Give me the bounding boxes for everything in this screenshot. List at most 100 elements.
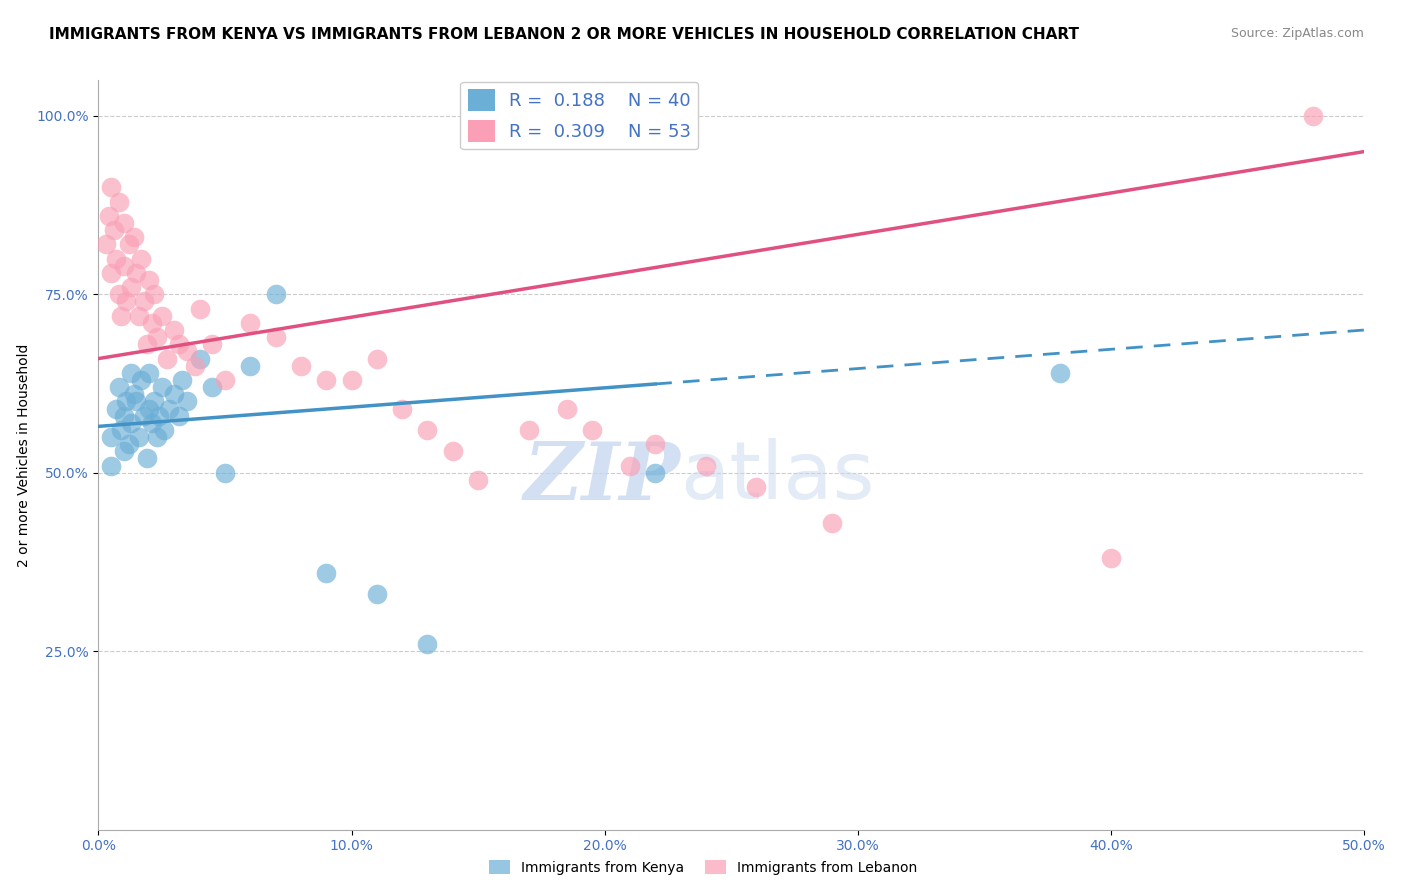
Point: [188, 301, 211, 316]
Point: [112, 216, 135, 230]
Point: [441, 444, 464, 458]
Point: [120, 416, 142, 430]
Point: [105, 401, 128, 416]
Point: [105, 252, 128, 266]
Point: [122, 230, 145, 244]
Point: [112, 259, 135, 273]
Point: [821, 516, 844, 530]
Point: [170, 373, 193, 387]
Point: [148, 409, 170, 423]
Point: [128, 309, 150, 323]
Point: [120, 366, 142, 380]
Point: [110, 423, 132, 437]
Point: [1049, 366, 1071, 380]
Point: [315, 566, 337, 580]
Point: [169, 409, 191, 423]
Point: [366, 351, 388, 366]
Point: [107, 380, 129, 394]
Point: [143, 287, 166, 301]
Point: [112, 444, 135, 458]
Point: [644, 466, 666, 480]
Point: [214, 466, 236, 480]
Point: [100, 458, 122, 473]
Point: [239, 316, 262, 330]
Point: [100, 266, 122, 280]
Point: [110, 309, 132, 323]
Point: [290, 359, 312, 373]
Point: [125, 266, 148, 280]
Point: [145, 430, 167, 444]
Point: [188, 351, 211, 366]
Point: [391, 401, 413, 416]
Point: [163, 323, 186, 337]
Legend: R =  0.188    N = 40, R =  0.309    N = 53: R = 0.188 N = 40, R = 0.309 N = 53: [460, 82, 699, 149]
Point: [125, 394, 148, 409]
Point: [132, 294, 155, 309]
Point: [141, 416, 163, 430]
Point: [214, 373, 236, 387]
Point: [100, 180, 122, 194]
Point: [619, 458, 641, 473]
Point: [157, 401, 180, 416]
Point: [131, 252, 153, 266]
Point: [176, 394, 198, 409]
Point: [264, 287, 287, 301]
Point: [169, 337, 191, 351]
Point: [145, 330, 167, 344]
Point: [183, 359, 205, 373]
Text: IMMIGRANTS FROM KENYA VS IMMIGRANTS FROM LEBANON 2 OR MORE VEHICLES IN HOUSEHOLD: IMMIGRANTS FROM KENYA VS IMMIGRANTS FROM…: [49, 27, 1080, 42]
Point: [150, 309, 173, 323]
Point: [97, 209, 120, 223]
Point: [118, 437, 141, 451]
Point: [695, 458, 717, 473]
Point: [128, 430, 150, 444]
Point: [1099, 551, 1122, 566]
Text: ZIP: ZIP: [523, 439, 681, 516]
Text: Source: ZipAtlas.com: Source: ZipAtlas.com: [1230, 27, 1364, 40]
Text: atlas: atlas: [681, 438, 875, 516]
Point: [581, 423, 603, 437]
Point: [745, 480, 768, 494]
Point: [115, 394, 138, 409]
Point: [132, 409, 155, 423]
Point: [555, 401, 578, 416]
Point: [416, 423, 439, 437]
Point: [107, 287, 129, 301]
Point: [366, 587, 388, 601]
Point: [138, 366, 160, 380]
Point: [107, 194, 129, 209]
Point: [103, 223, 125, 237]
Point: [517, 423, 540, 437]
Point: [1302, 109, 1324, 123]
Point: [141, 316, 163, 330]
Y-axis label: 2 or more Vehicles in Household: 2 or more Vehicles in Household: [17, 343, 31, 566]
Point: [135, 451, 157, 466]
Point: [163, 387, 186, 401]
Point: [143, 394, 166, 409]
Point: [239, 359, 262, 373]
Point: [644, 437, 666, 451]
Point: [120, 280, 142, 294]
Point: [201, 380, 224, 394]
Point: [153, 423, 176, 437]
Point: [100, 430, 122, 444]
Point: [201, 337, 224, 351]
Point: [315, 373, 337, 387]
Point: [112, 409, 135, 423]
Point: [94, 237, 117, 252]
Point: [138, 273, 160, 287]
Point: [340, 373, 363, 387]
Point: [150, 380, 173, 394]
Point: [416, 637, 439, 651]
Point: [176, 344, 198, 359]
Point: [135, 337, 157, 351]
Point: [467, 473, 489, 487]
Point: [138, 401, 160, 416]
Point: [264, 330, 287, 344]
Point: [115, 294, 138, 309]
Point: [131, 373, 153, 387]
Point: [122, 387, 145, 401]
Legend: Immigrants from Kenya, Immigrants from Lebanon: Immigrants from Kenya, Immigrants from L…: [484, 855, 922, 880]
Point: [156, 351, 179, 366]
Point: [118, 237, 141, 252]
